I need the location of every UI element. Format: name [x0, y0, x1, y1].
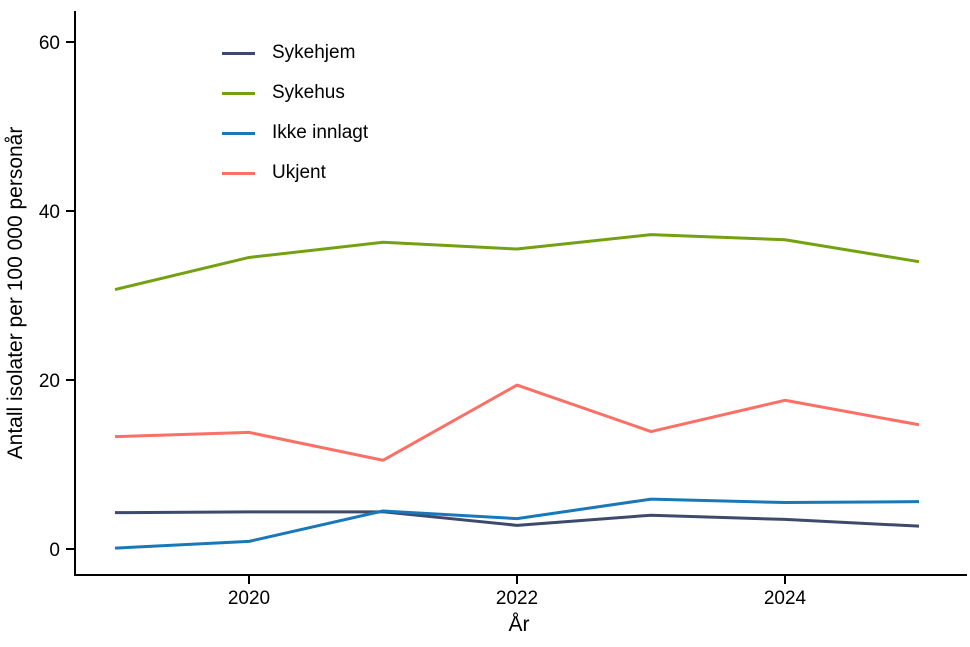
y-axis-title: Antall isolater per 100 000 personår [4, 127, 27, 460]
y-tick-label: 20 [39, 371, 60, 392]
legend-item-ukjent: Ukjent [222, 153, 368, 193]
chart-legend: Sykehjem Sykehus Ikke innlagt Ukjent [222, 33, 368, 193]
legend-item-sykehus: Sykehus [222, 73, 368, 113]
sykehus-line-swatch-icon [222, 91, 255, 95]
series-line-sykehjem [114, 510, 920, 528]
series-line-sykehus [114, 233, 920, 292]
legend-label: Sykehjem [272, 42, 356, 63]
legend-item-sykehjem: Sykehjem [222, 33, 368, 73]
ukjent-line-swatch-icon [222, 171, 255, 175]
x-tick-label: 2020 [228, 588, 270, 609]
x-tick-label: 2024 [764, 588, 807, 609]
y-axis-ticks: 0 20 40 60 [39, 33, 75, 561]
x-tick-label: 2022 [496, 588, 538, 609]
y-tick-label: 0 [49, 540, 60, 561]
legend-label: Ikke innlagt [272, 122, 369, 143]
y-tick-label: 40 [39, 202, 60, 223]
legend-label: Ukjent [272, 162, 326, 183]
series-lines [114, 233, 920, 550]
y-tick-label: 60 [39, 33, 60, 54]
ikke-innlagt-line-swatch-icon [222, 131, 255, 135]
axes [74, 11, 967, 576]
legend-label: Sykehus [272, 82, 345, 103]
series-line-ukjent [114, 383, 920, 462]
series-line-ikke-innlagt [114, 497, 920, 550]
legend-item-ikke-innlagt: Ikke innlagt [222, 113, 368, 153]
x-axis-ticks: 2020 2022 2024 [228, 575, 807, 609]
sykehjem-line-swatch-icon [222, 51, 255, 55]
x-axis-title: År [509, 613, 530, 636]
